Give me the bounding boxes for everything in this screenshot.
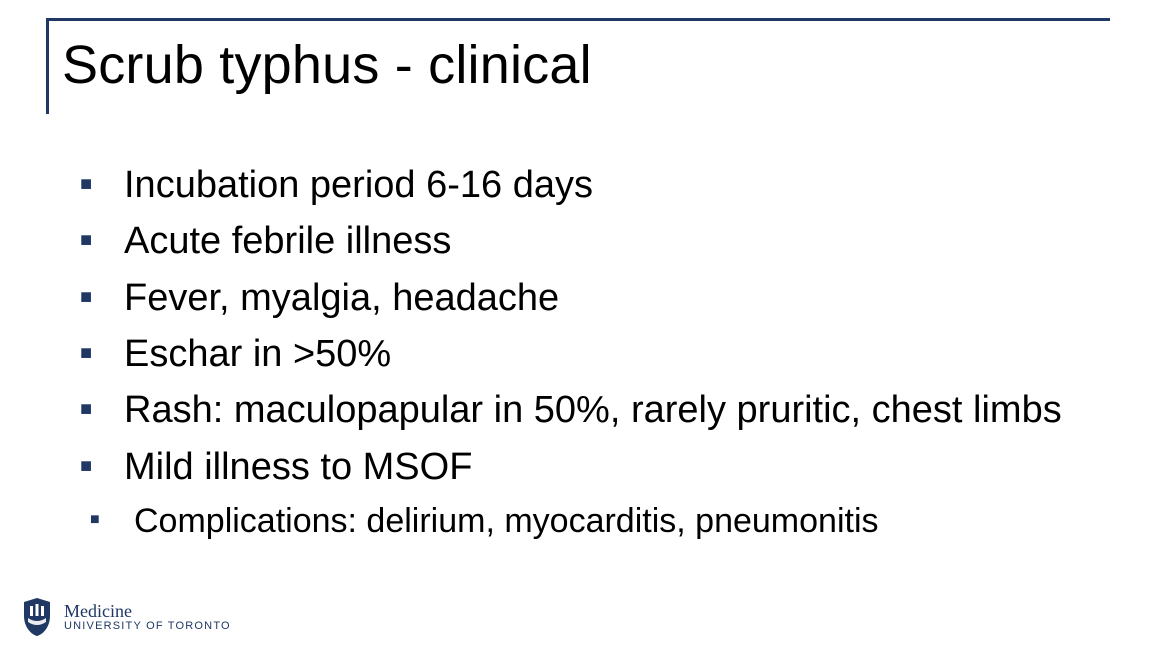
title-rule-top — [46, 18, 1110, 21]
list-item: Rash: maculopapular in 50%, rarely pruri… — [80, 387, 1110, 433]
list-item: Acute febrile illness — [80, 218, 1110, 264]
list-item: Complications: delirium, myocarditis, pn… — [90, 500, 1110, 543]
slide-title: Scrub typhus - clinical — [62, 34, 592, 96]
slide: Scrub typhus - clinical Incubation perio… — [0, 0, 1152, 648]
footer-logo-block: Medicine UNIVERSITY OF TORONTO — [20, 596, 231, 638]
list-item: Mild illness to MSOF — [80, 444, 1110, 490]
title-rule-left — [46, 18, 49, 114]
bullet-list: Incubation period 6-16 days Acute febril… — [80, 162, 1110, 490]
university-crest-icon — [20, 596, 54, 638]
footer-line-2: UNIVERSITY OF TORONTO — [64, 621, 231, 633]
list-item: Incubation period 6-16 days — [80, 162, 1110, 208]
sub-bullet-list: Complications: delirium, myocarditis, pn… — [80, 500, 1110, 543]
content-area: Incubation period 6-16 days Acute febril… — [80, 162, 1110, 543]
list-item: Eschar in >50% — [80, 331, 1110, 377]
footer-line-1: Medicine — [64, 602, 231, 621]
footer-text: Medicine UNIVERSITY OF TORONTO — [64, 602, 231, 632]
list-item: Fever, myalgia, headache — [80, 275, 1110, 321]
